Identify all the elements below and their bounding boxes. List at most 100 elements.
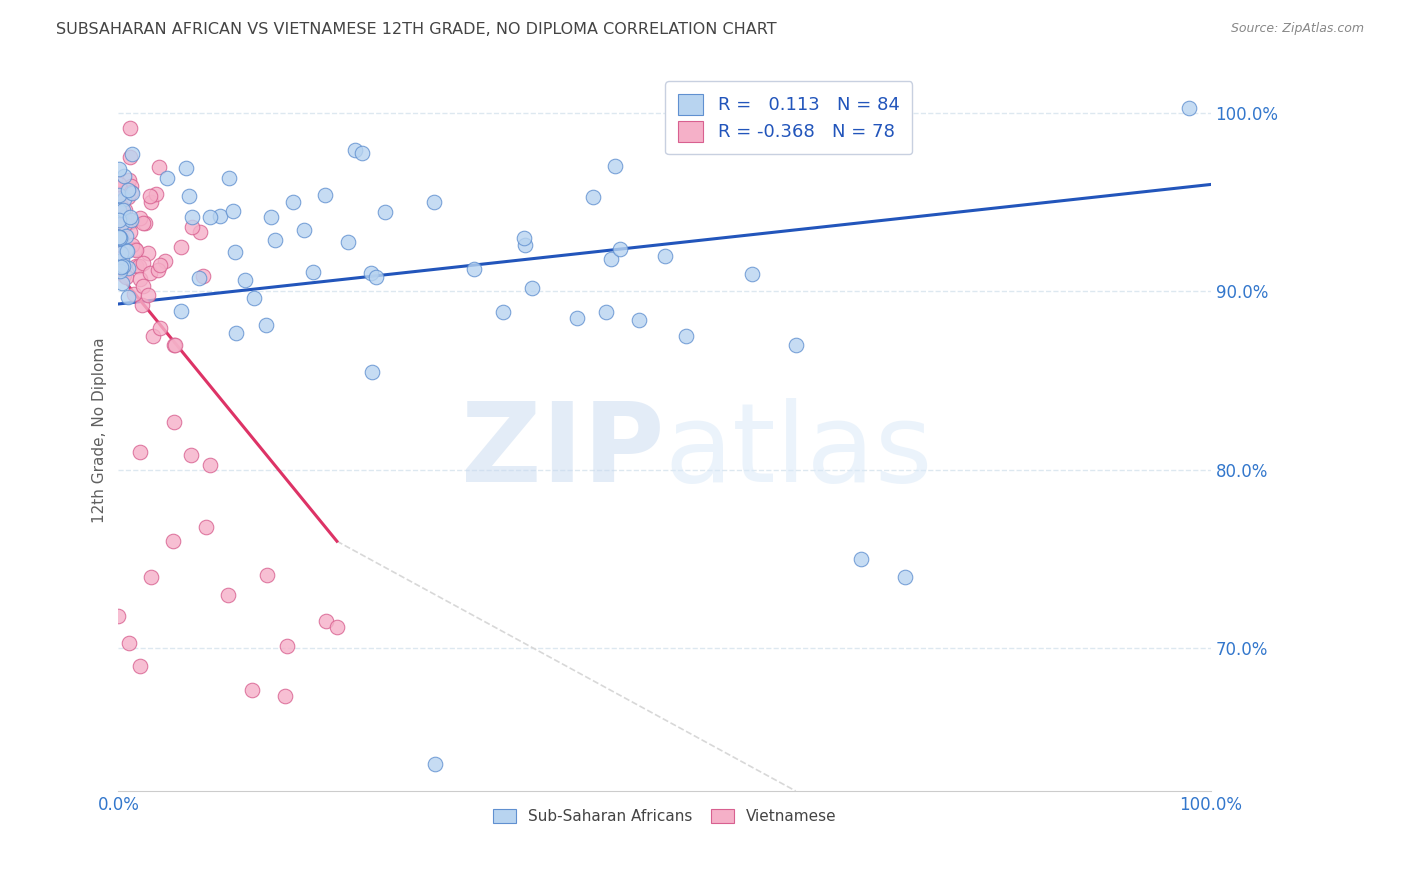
Point — [107, 609, 129, 624]
Point — [118, 215, 141, 229]
Point — [117, 260, 139, 275]
Point — [110, 252, 132, 266]
Point — [131, 298, 153, 312]
Point — [344, 143, 367, 157]
Point — [849, 552, 872, 566]
Point — [110, 232, 132, 246]
Point — [114, 217, 136, 231]
Point — [111, 276, 134, 290]
Point — [332, 798, 354, 813]
Point — [425, 757, 447, 772]
Point — [194, 520, 217, 534]
Point — [361, 365, 384, 379]
Point — [111, 216, 134, 230]
Point — [111, 252, 134, 267]
Point — [108, 180, 131, 194]
Point — [274, 690, 297, 704]
Point — [148, 160, 170, 174]
Point — [315, 615, 337, 629]
Point — [332, 803, 354, 817]
Point — [142, 329, 165, 343]
Point — [307, 856, 329, 871]
Point — [600, 252, 623, 266]
Point — [177, 189, 200, 203]
Point — [120, 179, 142, 194]
Point — [198, 458, 221, 472]
Point — [222, 203, 245, 218]
Point — [582, 190, 605, 204]
Point — [110, 260, 132, 274]
Point — [492, 305, 515, 319]
Point — [112, 169, 135, 183]
Point — [131, 256, 153, 270]
Point — [121, 186, 143, 200]
Point — [118, 636, 141, 650]
Point — [112, 193, 135, 207]
Point — [111, 231, 134, 245]
Point — [108, 178, 131, 192]
Point — [155, 254, 177, 268]
Point — [114, 243, 136, 257]
Point — [225, 326, 247, 340]
Point — [132, 279, 155, 293]
Point — [112, 259, 135, 273]
Point — [124, 242, 146, 256]
Point — [121, 147, 143, 161]
Point — [170, 239, 193, 253]
Point — [675, 329, 697, 343]
Point — [149, 259, 172, 273]
Point — [233, 273, 256, 287]
Point — [128, 259, 150, 273]
Point — [188, 225, 211, 239]
Point — [117, 190, 139, 204]
Point — [242, 682, 264, 697]
Point — [118, 225, 141, 239]
Point — [117, 290, 139, 304]
Point — [169, 304, 191, 318]
Point — [224, 244, 246, 259]
Point — [110, 199, 132, 213]
Point — [595, 305, 617, 319]
Point — [117, 183, 139, 197]
Point — [256, 567, 278, 582]
Point — [136, 246, 159, 260]
Point — [276, 640, 298, 654]
Point — [513, 238, 536, 252]
Point — [120, 211, 142, 225]
Point — [112, 210, 135, 224]
Point — [110, 246, 132, 260]
Point — [330, 849, 353, 863]
Point — [609, 242, 631, 256]
Text: atlas: atlas — [665, 398, 934, 505]
Point — [162, 415, 184, 429]
Point — [121, 238, 143, 252]
Point — [187, 271, 209, 285]
Point — [111, 223, 134, 237]
Point — [111, 202, 134, 217]
Point — [108, 203, 131, 218]
Point — [180, 448, 202, 462]
Point — [118, 150, 141, 164]
Point — [337, 235, 360, 249]
Point — [208, 209, 231, 223]
Point — [163, 338, 186, 352]
Point — [162, 534, 184, 549]
Point — [108, 264, 131, 278]
Point — [314, 187, 336, 202]
Point — [181, 210, 204, 224]
Point — [302, 265, 325, 279]
Point — [107, 212, 129, 227]
Point — [218, 171, 240, 186]
Point — [741, 267, 763, 281]
Point — [120, 186, 142, 200]
Point — [138, 266, 160, 280]
Point — [145, 186, 167, 201]
Point — [115, 229, 138, 244]
Point — [110, 219, 132, 234]
Point — [254, 318, 277, 333]
Point — [174, 161, 197, 176]
Point — [120, 213, 142, 227]
Point — [628, 312, 651, 326]
Point — [107, 188, 129, 202]
Point — [112, 268, 135, 282]
